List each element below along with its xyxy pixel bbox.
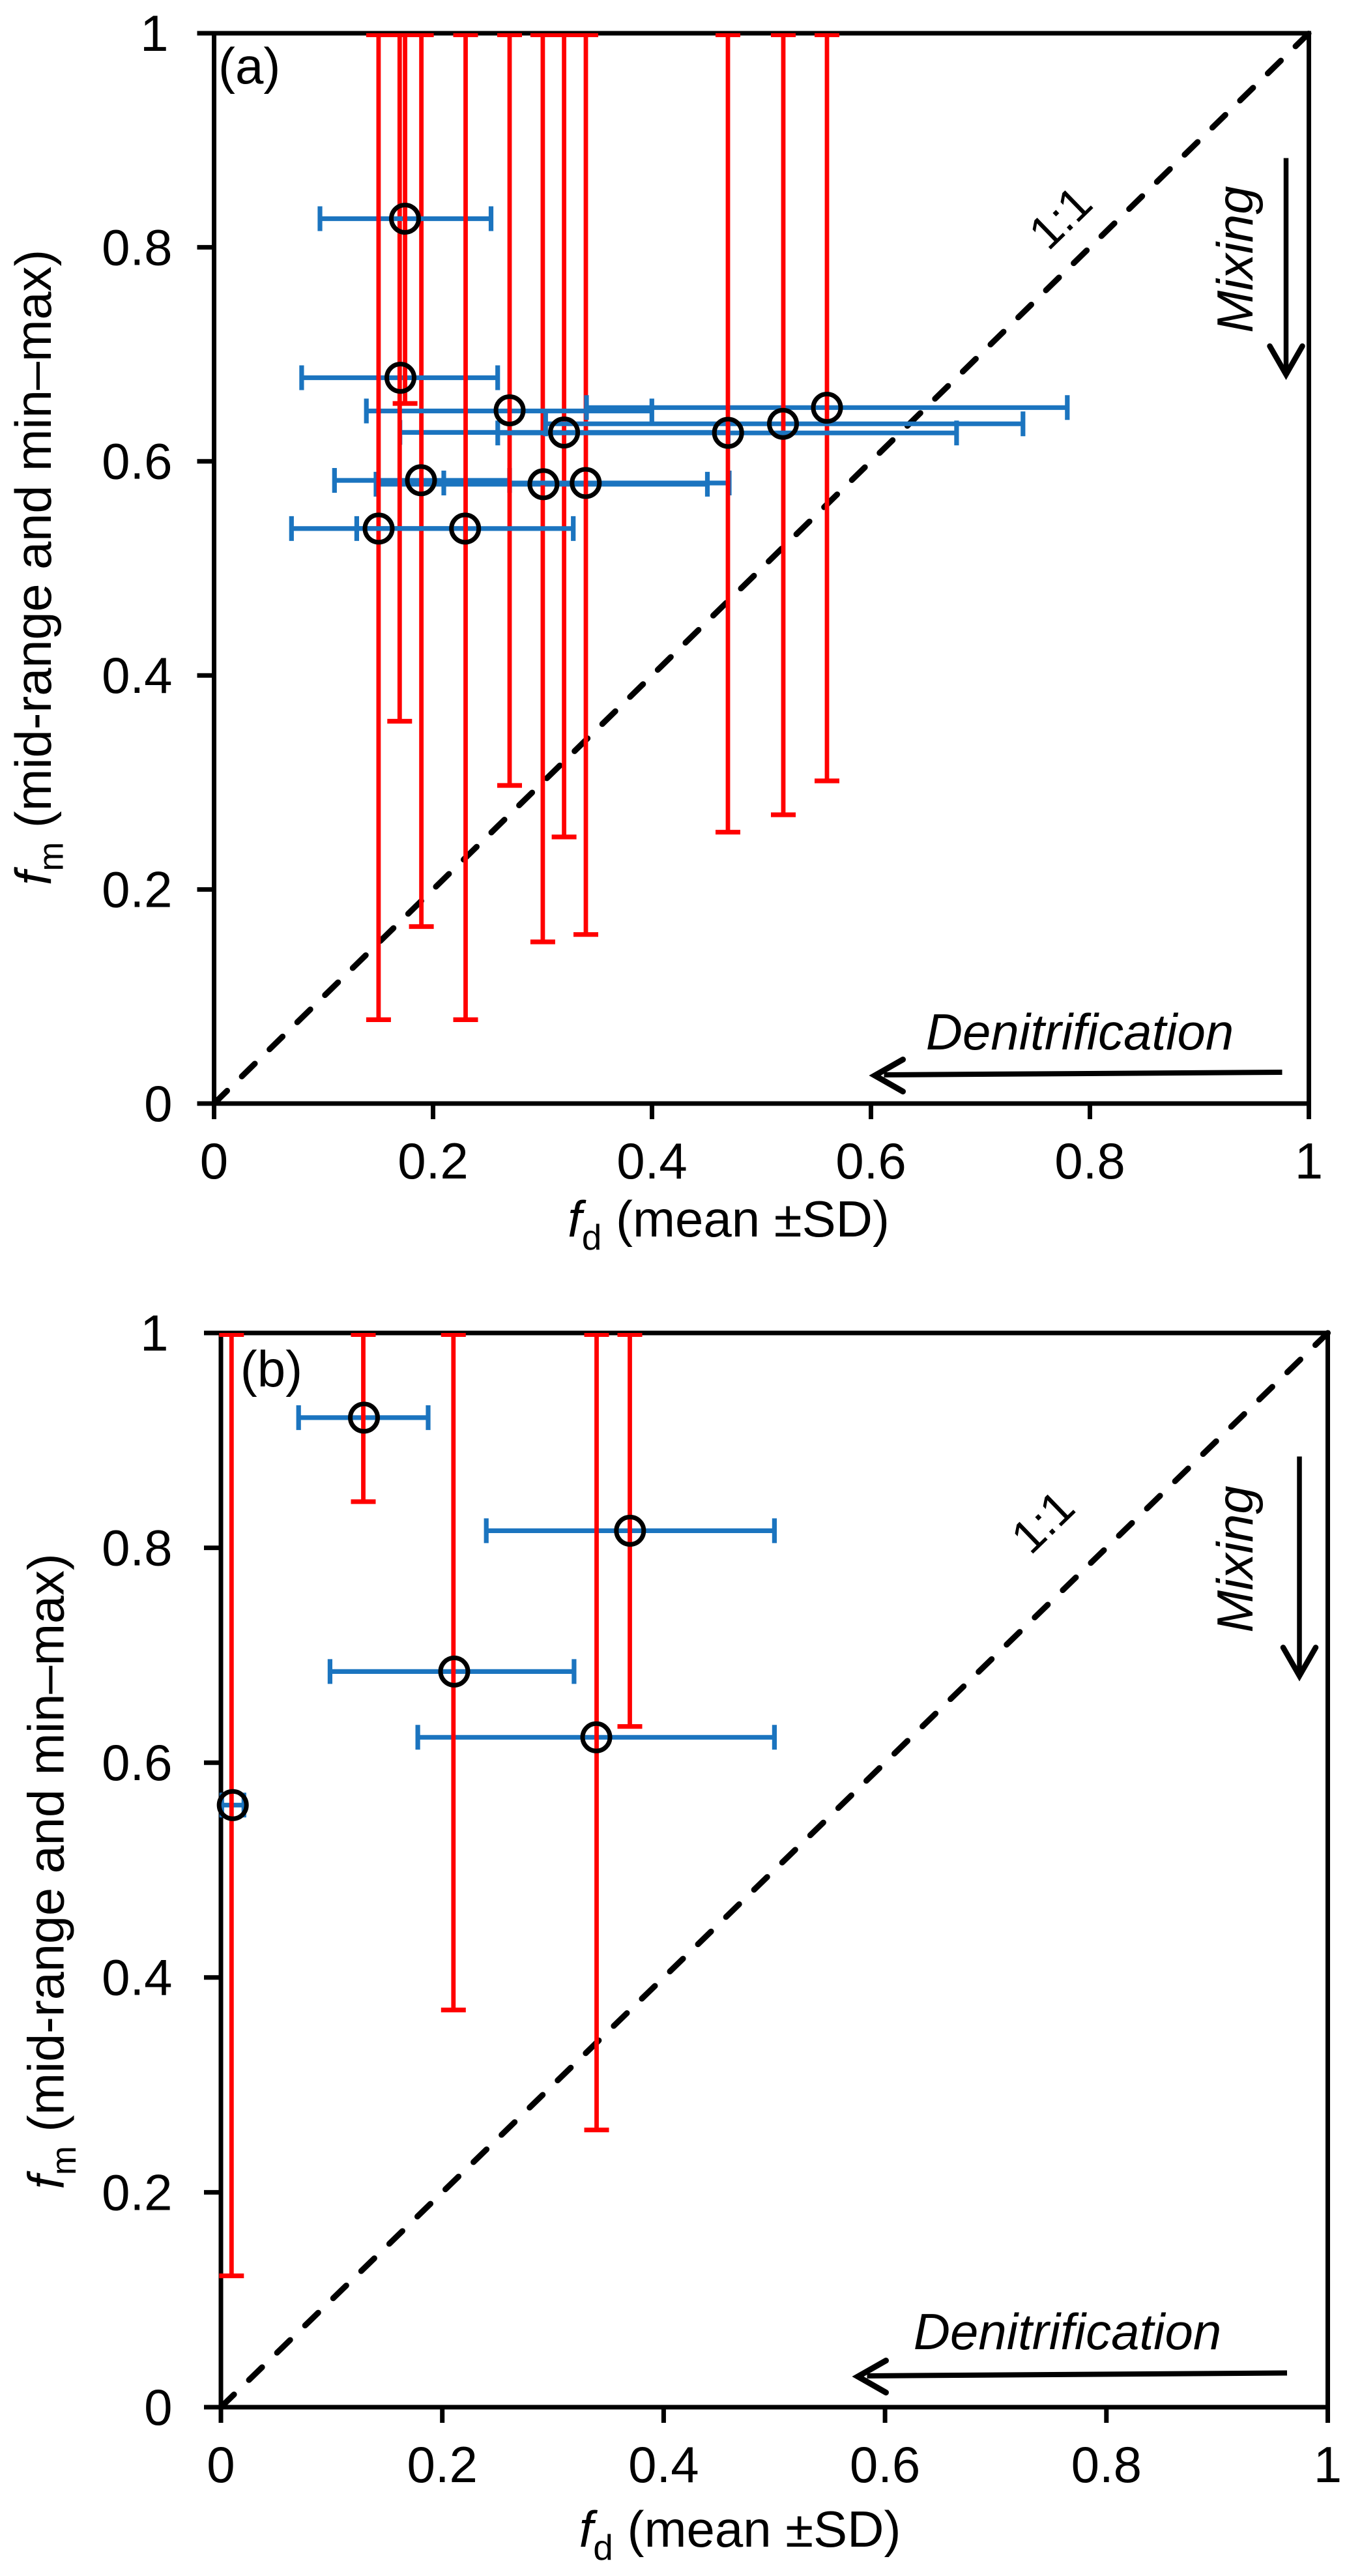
svg-text:1:1: 1:1 (1002, 1481, 1085, 1564)
svg-text:Mixing: Mixing (1206, 1486, 1264, 1632)
svg-text:0.2: 0.2 (102, 2163, 172, 2221)
svg-text:1: 1 (140, 5, 168, 62)
svg-text:Mixing: Mixing (1206, 186, 1264, 332)
svg-text:1: 1 (1295, 1132, 1323, 1190)
svg-text:0.2: 0.2 (407, 2436, 477, 2493)
svg-text:Denitrification: Denitrification (926, 1003, 1234, 1061)
svg-text:1:1: 1:1 (1019, 177, 1103, 259)
svg-text:(a): (a) (218, 37, 280, 95)
svg-text:0.8: 0.8 (1071, 2436, 1142, 2493)
svg-text:Denitrification: Denitrification (914, 2303, 1222, 2360)
svg-text:fd (mean ±SD): fd (mean ±SD) (579, 2500, 901, 2568)
svg-text:0.8: 0.8 (1054, 1132, 1125, 1190)
svg-text:0: 0 (144, 2378, 172, 2436)
svg-text:0: 0 (200, 1132, 228, 1190)
svg-text:0.4: 0.4 (616, 1132, 687, 1190)
svg-text:1: 1 (1314, 2436, 1342, 2493)
svg-text:0.8: 0.8 (102, 1519, 172, 1577)
svg-text:0.4: 0.4 (102, 647, 172, 704)
svg-text:0.4: 0.4 (628, 2436, 699, 2493)
svg-text:0: 0 (207, 2436, 235, 2493)
svg-text:0.6: 0.6 (835, 1132, 906, 1190)
svg-text:fm (mid-range and min–max): fm (mid-range and min–max) (19, 1553, 84, 2189)
svg-text:0.8: 0.8 (102, 218, 172, 276)
svg-text:0.6: 0.6 (850, 2436, 920, 2493)
svg-text:0: 0 (144, 1075, 172, 1132)
svg-text:0.6: 0.6 (102, 433, 172, 490)
svg-text:fd (mean ±SD): fd (mean ±SD) (568, 1190, 890, 1257)
svg-text:0.6: 0.6 (102, 1734, 172, 1791)
svg-text:fm (mid-range and min–max): fm (mid-range and min–max) (6, 250, 71, 885)
svg-text:0.2: 0.2 (102, 861, 172, 918)
svg-text:0.4: 0.4 (102, 1949, 172, 2006)
svg-text:1: 1 (140, 1304, 168, 1362)
svg-text:0.2: 0.2 (398, 1132, 468, 1190)
svg-text:(b): (b) (240, 1340, 302, 1398)
